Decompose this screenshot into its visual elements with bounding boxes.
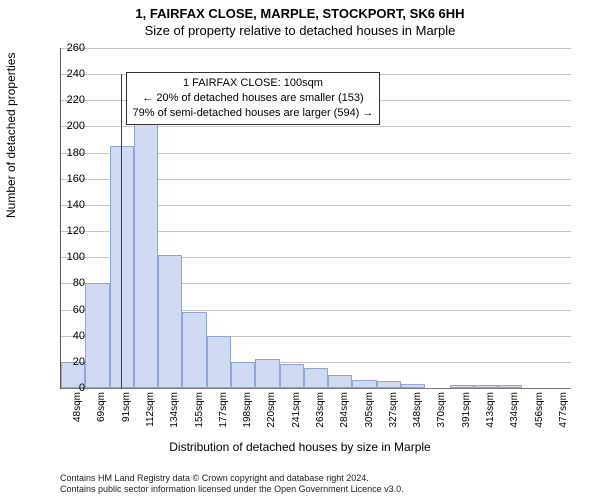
x-tick-label: 263sqm [315, 392, 326, 442]
grid-line [61, 48, 571, 49]
x-tick-label: 327sqm [388, 392, 399, 442]
y-tick-label: 20 [55, 356, 85, 368]
attribution-line-1: Contains HM Land Registry data © Crown c… [60, 473, 404, 485]
x-tick-label: 456sqm [534, 392, 545, 442]
x-tick-label: 48sqm [72, 392, 83, 442]
histogram-bar [352, 380, 376, 388]
annotation-box: 1 FAIRFAX CLOSE: 100sqm← 20% of detached… [126, 72, 381, 125]
x-tick-label: 413sqm [485, 392, 496, 442]
x-tick-label: 348sqm [412, 392, 423, 442]
histogram-bar [474, 385, 498, 388]
y-tick-label: 160 [55, 173, 85, 185]
y-tick-label: 100 [55, 251, 85, 263]
attribution-line-2: Contains public sector information licen… [60, 484, 404, 496]
histogram-bar [231, 362, 255, 388]
annotation-line: 1 FAIRFAX CLOSE: 100sqm [133, 76, 374, 91]
y-tick-label: 40 [55, 330, 85, 342]
x-tick-label: 69sqm [96, 392, 107, 442]
grid-line [61, 388, 571, 389]
y-tick-label: 120 [55, 225, 85, 237]
x-tick-label: 134sqm [169, 392, 180, 442]
histogram-bar [498, 385, 522, 388]
x-tick-label: 91sqm [121, 392, 132, 442]
histogram-bar [158, 255, 182, 388]
x-tick-label: 391sqm [461, 392, 472, 442]
histogram-bar [134, 116, 158, 388]
annotation-line: ← 20% of detached houses are smaller (15… [133, 91, 374, 106]
x-tick-label: 284sqm [339, 392, 350, 442]
y-tick-label: 200 [55, 120, 85, 132]
x-tick-label: 434sqm [509, 392, 520, 442]
y-axis-label: Number of detached properties [4, 53, 18, 218]
y-tick-label: 180 [55, 147, 85, 159]
attribution-text: Contains HM Land Registry data © Crown c… [60, 473, 404, 496]
histogram-bar [255, 359, 279, 388]
y-tick-label: 60 [55, 304, 85, 316]
x-tick-label: 112sqm [145, 392, 156, 442]
page-subtitle: Size of property relative to detached ho… [0, 21, 600, 38]
x-tick-label: 305sqm [364, 392, 375, 442]
x-tick-label: 477sqm [558, 392, 569, 442]
histogram-bar [182, 312, 206, 388]
histogram-bar [328, 375, 352, 388]
annotation-line: 79% of semi-detached houses are larger (… [133, 106, 374, 121]
histogram-bar [304, 368, 328, 388]
y-tick-label: 140 [55, 199, 85, 211]
histogram-bar [207, 336, 231, 388]
page-title: 1, FAIRFAX CLOSE, MARPLE, STOCKPORT, SK6… [0, 0, 600, 21]
histogram-bar [110, 146, 134, 388]
property-marker-line [121, 74, 122, 388]
y-tick-label: 240 [55, 68, 85, 80]
histogram-bar [85, 283, 109, 388]
x-tick-label: 198sqm [242, 392, 253, 442]
x-tick-label: 220sqm [266, 392, 277, 442]
histogram-bar [450, 385, 474, 388]
y-tick-label: 220 [55, 94, 85, 106]
y-tick-label: 80 [55, 277, 85, 289]
x-tick-label: 370sqm [436, 392, 447, 442]
x-tick-label: 177sqm [218, 392, 229, 442]
y-tick-label: 260 [55, 42, 85, 54]
x-tick-label: 155sqm [194, 392, 205, 442]
histogram-bar [280, 364, 304, 388]
x-tick-label: 241sqm [291, 392, 302, 442]
histogram-bar [377, 381, 401, 388]
histogram-bar [401, 384, 425, 388]
x-axis-label: Distribution of detached houses by size … [0, 440, 600, 454]
